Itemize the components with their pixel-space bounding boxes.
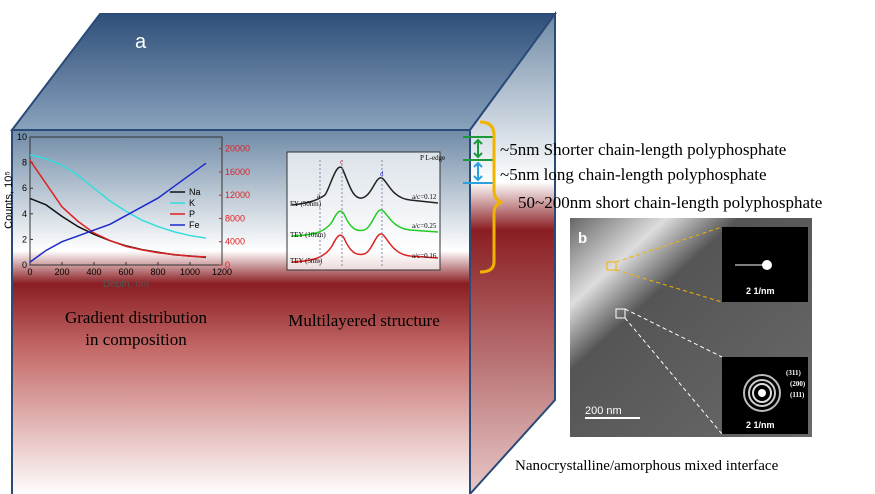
caption: Nanocrystalline/amorphous mixed interfac… bbox=[515, 458, 779, 474]
ratio-label: a/c=0.12 bbox=[412, 193, 437, 201]
legend-label: K bbox=[189, 198, 195, 208]
trace-label: TEY (5nm) bbox=[290, 257, 323, 265]
y-tick-label: 10 bbox=[17, 132, 27, 142]
legend-label: Na bbox=[189, 187, 201, 197]
caption: Gradient distribution bbox=[65, 308, 208, 327]
plot-title: P L-edge bbox=[420, 154, 445, 162]
trace-label: FY (50nm) bbox=[290, 200, 322, 208]
y-tick-label: 8 bbox=[22, 158, 27, 168]
y2-tick-label: 12000 bbox=[225, 190, 250, 200]
y2-tick-label: 0 bbox=[225, 260, 230, 270]
figure: a Counts, 10⁵ Depth, nm 0200400600800100… bbox=[0, 0, 875, 494]
ring-label: (311) bbox=[786, 369, 801, 377]
tem-image: b 2 1/nm (311) (200) (111) 2 1/nm 200 nm bbox=[570, 218, 812, 437]
caption: in composition bbox=[85, 330, 187, 349]
scale-label: 2 1/nm bbox=[746, 286, 775, 296]
x-tick-label: 400 bbox=[86, 267, 101, 277]
beam-spot bbox=[762, 260, 772, 270]
ring-label: (200) bbox=[790, 380, 806, 388]
x-tick-label: 0 bbox=[27, 267, 32, 277]
x-tick-label: 1000 bbox=[180, 267, 200, 277]
y-tick-label: 0 bbox=[22, 260, 27, 270]
y-tick-label: 6 bbox=[22, 183, 27, 193]
y2-tick-label: 16000 bbox=[225, 167, 250, 177]
x-axis-label: Depth, nm bbox=[103, 279, 149, 290]
y-tick-label: 4 bbox=[22, 209, 27, 219]
y2-tick-label: 20000 bbox=[225, 144, 250, 154]
trace-label: TEY (10nm) bbox=[290, 231, 326, 239]
y-axis-label: Counts, 10⁵ bbox=[3, 171, 15, 229]
layer-label: 50~200nm short chain-length polyphosphat… bbox=[518, 193, 822, 212]
panel-label: b bbox=[578, 230, 587, 247]
peak-label: c bbox=[340, 158, 343, 166]
box-top bbox=[12, 14, 555, 130]
legend-label: Fe bbox=[189, 220, 200, 230]
y2-tick-label: 8000 bbox=[225, 213, 245, 223]
layer-label: ~5nm Shorter chain-length polyphosphate bbox=[500, 140, 786, 159]
caption: Multilayered structure bbox=[288, 311, 440, 330]
ring-label: (111) bbox=[790, 391, 805, 399]
x-tick-label: 800 bbox=[150, 267, 165, 277]
x-tick-label: 600 bbox=[118, 267, 133, 277]
y2-tick-label: 4000 bbox=[225, 237, 245, 247]
scale-label: 2 1/nm bbox=[746, 420, 775, 430]
panel-label: a bbox=[135, 31, 147, 53]
y-tick-label: 2 bbox=[22, 234, 27, 244]
xas-plot: P L-edge FY (50nm) TEY (10nm) TEY (5nm) … bbox=[287, 152, 445, 270]
x-tick-label: 200 bbox=[54, 267, 69, 277]
ratio-label: a/c=0.25 bbox=[412, 222, 437, 230]
beam-spot bbox=[758, 389, 766, 397]
ratio-label: a/c=0.16 bbox=[412, 252, 437, 260]
layer-label: ~5nm long chain-length polyphosphate bbox=[500, 165, 767, 184]
legend-label: P bbox=[189, 209, 195, 219]
scale-label: 200 nm bbox=[585, 405, 622, 417]
peak-label: d bbox=[380, 170, 384, 178]
